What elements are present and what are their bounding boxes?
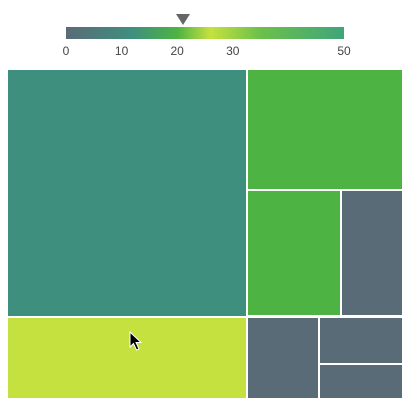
treemap-tile-n2[interactable] [7,316,247,399]
color-scale-tick-label: 0 [62,44,70,58]
treemap-tile-n7[interactable] [319,316,403,364]
mouse-cursor-icon [129,331,143,351]
treemap-tile-n3[interactable] [247,69,403,190]
color-scale-bar [66,27,344,39]
color-scale-tick-label: 50 [337,44,351,58]
treemap-tile-n5[interactable] [340,189,403,317]
color-scale-tick-label: 20 [170,44,184,58]
treemap-chart [7,69,403,399]
treemap-tile-n8[interactable] [319,363,403,399]
color-scale-legend: 0 10 20 30 50 [62,12,351,60]
color-scale-marker [175,14,190,25]
color-scale-gradient [66,27,344,39]
treemap-tile-n4[interactable] [247,189,341,317]
color-scale-tick-label: 10 [114,44,129,58]
treemap-tile-n6[interactable] [247,316,319,399]
treemap-tile-n1[interactable] [7,69,247,317]
color-scale-tick-label: 30 [226,44,240,58]
